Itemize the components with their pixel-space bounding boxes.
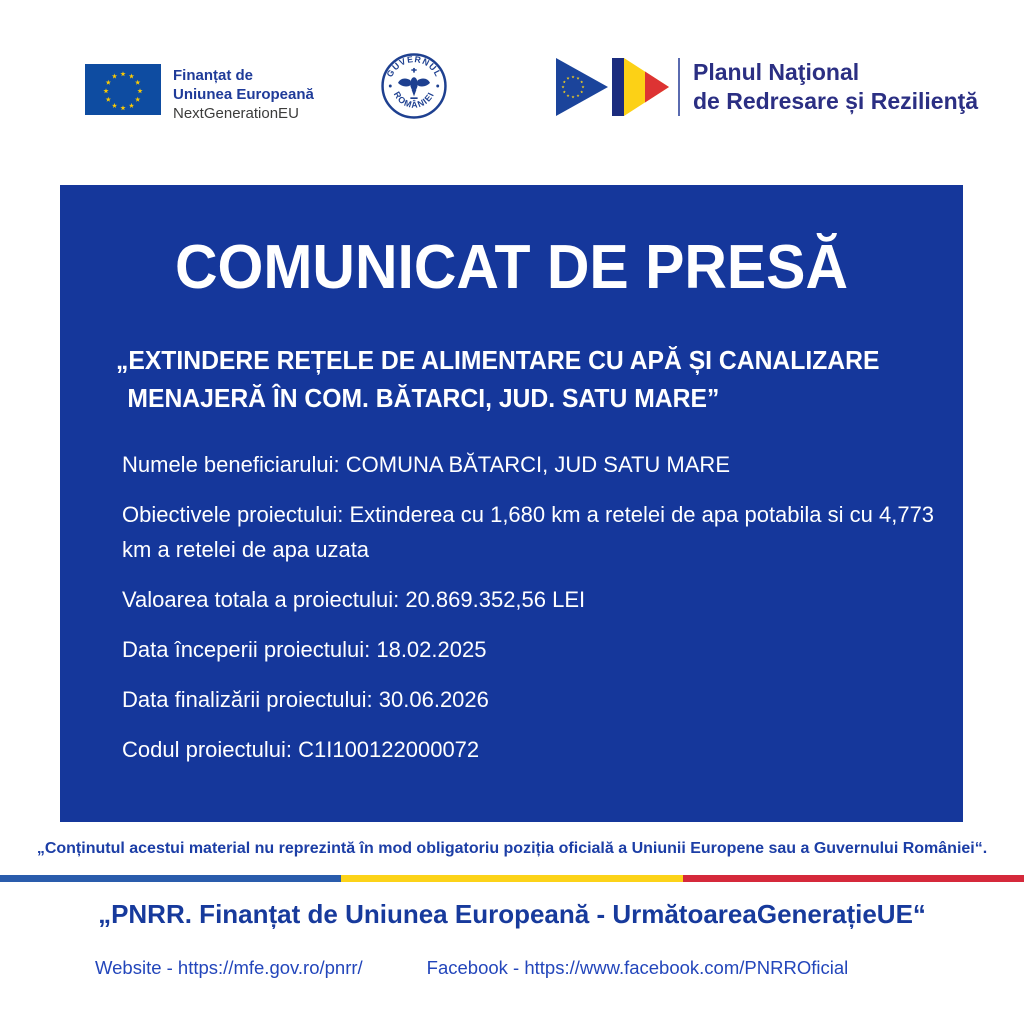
eu-flag-icon (85, 64, 161, 115)
project-subtitle-line2: MENAJERĂ ÎN COM. BĂTARCI, JUD. SATU MARE… (127, 383, 720, 413)
romanian-tricolor-stripe (0, 875, 1024, 882)
eu-funding-line1: Finanțat de (173, 67, 254, 84)
project-total-value: Valoarea totala a proiectului: 20.869.35… (122, 587, 586, 612)
stripe-blue-segment (0, 875, 342, 882)
project-code: Codul proiectului: C1I100122000072 (122, 737, 480, 762)
stripe-yellow-segment (341, 875, 683, 882)
eu-funding-logo: Finanțat de Uniunea Europeană NextGenera… (85, 64, 314, 123)
project-objectives: Obiectivele proiectului: Extinderea cu 1… (122, 502, 935, 562)
project-end-date: Data finalizării proiectului: 30.06.2026 (122, 687, 489, 712)
pnrr-logo: Planul Naţional de Redresare și Rezilien… (556, 57, 978, 117)
eagle-icon (388, 67, 440, 99)
pnrr-logo-line1: Planul Naţional (693, 59, 860, 85)
project-subtitle-line1: „EXTINDERE REȚELE DE ALIMENTARE CU APĂ Ș… (116, 345, 880, 375)
project-details: Numele beneficiarului: COMUNA BĂTARCI, J… (122, 447, 965, 767)
press-release-panel: COMUNICAT DE PRESĂ „EXTINDERE REȚELE DE … (60, 185, 963, 822)
footer-links: Website - https://mfe.gov.ro/pnrr/ Faceb… (95, 957, 848, 979)
pnrr-funding-statement: „PNRR. Finanțat de Uniunea Europeană - U… (98, 899, 926, 929)
disclaimer-text: „Conținutul acestui material nu reprezin… (36, 840, 988, 857)
project-start-date: Data începerii proiectului: 18.02.2025 (122, 637, 487, 662)
government-seal: GUVERNUL ROMÂNIEI (381, 53, 447, 124)
pnrr-logo-line2: de Redresare și Rezilienţă (693, 88, 979, 114)
pnrr-flags-icon (556, 58, 669, 116)
facebook-link[interactable]: Facebook - https://www.facebook.com/PNRR… (426, 957, 849, 978)
romanian-government-seal-icon: GUVERNUL ROMÂNIEI (381, 53, 447, 119)
svg-text:GUVERNUL: GUVERNUL (384, 54, 443, 79)
eu-funding-line3: NextGenerationEU (173, 105, 299, 122)
stripe-red-segment (682, 875, 1024, 882)
gov-seal-top-text: GUVERNUL (384, 54, 442, 79)
website-link[interactable]: Website - https://mfe.gov.ro/pnrr/ (95, 957, 363, 978)
page-title: COMUNICAT DE PRESĂ (174, 233, 849, 302)
pnrr-logo-divider (678, 58, 680, 116)
eu-funding-line2: Uniunea Europeană (173, 86, 314, 103)
beneficiary-name: Numele beneficiarului: COMUNA BĂTARCI, J… (122, 452, 730, 477)
